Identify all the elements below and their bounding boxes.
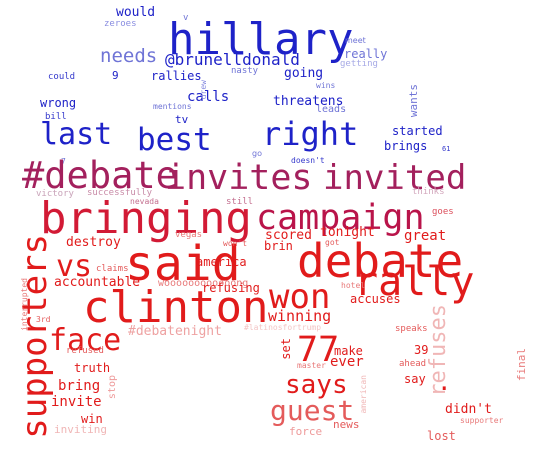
cloud-word: interrupted — [20, 278, 29, 331]
cloud-word: last — [40, 117, 113, 152]
cloud-word: invite — [51, 394, 102, 410]
cloud-word: #latinosfortrump — [244, 323, 322, 332]
cloud-word: speaks — [395, 324, 428, 334]
cloud-word: doesn't — [291, 156, 325, 165]
cloud-word: invites — [165, 158, 313, 198]
cloud-word: rallies — [151, 69, 202, 83]
cloud-word: destroy — [66, 235, 121, 250]
cloud-word: victory — [36, 189, 74, 199]
cloud-word: go — [252, 149, 262, 158]
cloud-word: woooooooooooong — [158, 278, 249, 289]
cloud-word: 7 — [61, 157, 66, 166]
cloud-word: wrong — [40, 96, 77, 110]
cloud-word: didn't — [445, 402, 492, 417]
cloud-word: accountable — [54, 275, 141, 290]
cloud-word: set — [279, 338, 293, 360]
cloud-word: going — [284, 66, 324, 81]
cloud-word: debate — [297, 234, 464, 288]
cloud-word: 39 — [414, 343, 429, 357]
cloud-word: goes — [432, 207, 454, 217]
cloud-word: scored — [265, 228, 312, 243]
cloud-word: tonight — [320, 225, 375, 240]
cloud-word: news — [333, 418, 360, 431]
cloud-word: . — [437, 368, 452, 396]
cloud-word: 3rd — [36, 315, 51, 324]
cloud-word: tv — [175, 113, 189, 126]
cloud-word: claims — [96, 264, 129, 274]
cloud-word: 61 — [442, 145, 451, 153]
cloud-word: ahead — [399, 359, 427, 369]
cloud-word: ever — [330, 354, 364, 370]
cloud-word: great — [404, 228, 447, 244]
cloud-word: said — [125, 236, 241, 292]
cloud-word: say — [404, 372, 426, 386]
cloud-word: zeroes — [104, 19, 137, 29]
cloud-word: really — [344, 47, 388, 61]
cloud-word: vs — [56, 249, 93, 284]
cloud-word: bill — [45, 112, 67, 122]
cloud-word: v — [183, 13, 189, 23]
cloud-word: brin — [264, 239, 293, 253]
cloud-word: master — [297, 361, 326, 370]
cloud-word: refused — [66, 346, 104, 356]
cloud-word: won't — [223, 239, 248, 248]
cloud-word: wants — [407, 84, 420, 118]
cloud-word: wins — [316, 81, 336, 90]
cloud-word: won — [269, 277, 331, 317]
cloud-word: bring — [58, 378, 101, 394]
cloud-word: mentions — [153, 102, 192, 111]
cloud-word: started — [392, 124, 443, 138]
cloud-word: vegas — [175, 230, 203, 240]
cloud-word: hotel — [341, 281, 366, 290]
cloud-word: threatens — [273, 94, 344, 109]
cloud-word: brings — [384, 139, 428, 153]
cloud-word: american — [359, 375, 368, 414]
cloud-word: truth — [74, 361, 111, 375]
cloud-word: thinks — [412, 187, 445, 197]
cloud-word: right — [262, 115, 359, 153]
cloud-word: would — [116, 5, 156, 20]
cloud-word: getting — [340, 59, 378, 69]
cloud-word: leads — [316, 104, 347, 115]
cloud-word: still — [226, 197, 254, 207]
cloud-word: best — [137, 122, 212, 158]
cloud-word: nevada — [130, 197, 159, 206]
cloud-word: campaign — [256, 198, 425, 238]
cloud-word: guest — [270, 394, 355, 427]
cloud-word: nasty — [231, 66, 259, 76]
cloud-word: rally — [354, 259, 475, 305]
cloud-word: final — [515, 348, 528, 382]
cloud-word: 77 — [297, 330, 340, 370]
cloud-word: drew — [199, 80, 208, 100]
cloud-word: face — [49, 323, 122, 358]
cloud-word: says — [285, 370, 348, 400]
cloud-word: win — [81, 412, 103, 426]
cloud-word: invited — [323, 158, 467, 198]
cloud-word: lost — [427, 429, 456, 443]
cloud-word: 9 — [112, 69, 119, 82]
cloud-word: america — [196, 255, 247, 269]
cloud-word: supporter — [460, 416, 504, 425]
cloud-word: meet — [345, 36, 366, 45]
cloud-word: make — [334, 344, 363, 358]
cloud-word: refusing — [202, 281, 260, 295]
cloud-word: accuses — [350, 292, 401, 306]
cloud-word: needs — [100, 45, 158, 67]
cloud-word: hillary — [168, 14, 354, 65]
cloud-word: #debate — [22, 154, 178, 197]
cloud-word: got — [325, 238, 340, 247]
cloud-word: supporters — [15, 234, 55, 439]
cloud-word: inviting — [54, 423, 107, 436]
cloud-word: clinton — [83, 282, 269, 333]
cloud-word: force — [289, 425, 323, 438]
cloud-word: calls — [187, 89, 230, 105]
cloud-word: bringing — [40, 193, 252, 244]
cloud-word: could — [48, 72, 76, 82]
cloud-word: successfully — [87, 188, 153, 198]
cloud-word: stop — [107, 375, 118, 400]
cloud-word: winning — [268, 307, 332, 325]
cloud-word: #debatenight — [128, 324, 222, 339]
cloud-word: @brunelldonald — [165, 50, 300, 69]
